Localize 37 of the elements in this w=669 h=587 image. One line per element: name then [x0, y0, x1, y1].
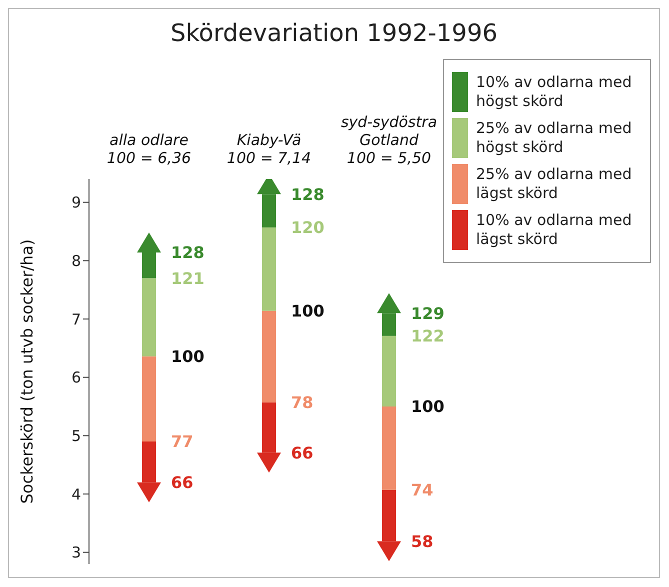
chart-title: Skördevariation 1992-1996	[170, 19, 498, 47]
annotation: 77	[171, 432, 194, 452]
annotation: 74	[411, 480, 434, 500]
bar	[262, 227, 276, 311]
y-tick-label: 7	[71, 310, 81, 328]
annotation: 120	[291, 218, 324, 238]
annotation: 58	[411, 532, 434, 551]
y-tick-label: 3	[71, 544, 81, 562]
annotation: 122	[411, 326, 444, 346]
annotation: 100	[411, 397, 444, 416]
y-tick-label: 4	[71, 485, 81, 504]
annotation: 66	[291, 443, 314, 462]
bar	[142, 356, 156, 442]
bar	[142, 278, 156, 356]
y-axis-title: Sockerskörd (ton utvb socker/ha)	[18, 239, 37, 504]
annotation: 121	[171, 268, 204, 288]
y-tick-label: 5	[71, 426, 81, 445]
x-tick-label: Kiaby-Vä 100 = 7,14	[226, 131, 312, 167]
text: 10% av odlarna med lägst skörd	[476, 211, 633, 249]
bar	[382, 336, 396, 406]
y-tick-label: 9	[71, 194, 81, 212]
annotation: 66	[171, 473, 194, 492]
y-tick-label: 6	[71, 368, 81, 387]
x-tick-label: alla odlare 100 = 6,36	[106, 131, 192, 167]
annotation: 128	[171, 243, 204, 262]
bar	[262, 310, 276, 402]
x-tick-label: syd-sydöstra Gotland 100 = 5,50	[340, 113, 438, 167]
annotation: 128	[291, 184, 324, 204]
text: 25% av odlarna med högst skörd	[476, 119, 633, 157]
text: 10% av odlarna med högst skörd	[476, 73, 633, 111]
annotation: 100	[171, 347, 204, 366]
annotation: 129	[411, 304, 444, 323]
bar	[382, 406, 396, 490]
text: 25% av odlarna med lägst skörd	[476, 165, 633, 203]
annotation: 78	[291, 393, 314, 412]
annotation: 100	[291, 302, 324, 321]
y-tick-label: 8	[71, 252, 81, 270]
